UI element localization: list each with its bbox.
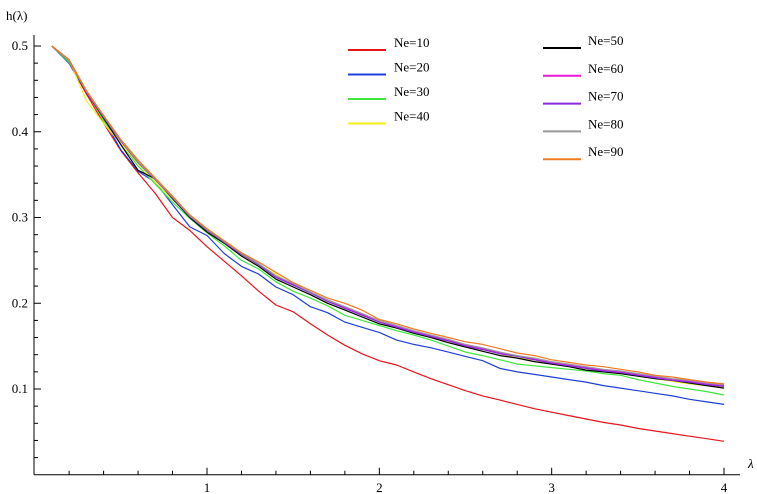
legend-label: Ne=30 [394,84,430,99]
series-line-ne-30 [51,45,725,396]
y-ticks: 0.1 0.2 0.3 0.4 0.5 [12,38,41,459]
y-tick-label: 0.5 [12,38,28,53]
legend: Ne=10 Ne=20 Ne=30 Ne=40 Ne=50 Ne=60 Ne=70 Ne=80… [348,33,624,161]
legend-label: Ne=70 [588,89,624,104]
y-axis-label: h(λ) [6,8,27,23]
series-line-ne-90 [51,45,725,385]
legend-label: Ne=50 [588,33,624,48]
x-tick-label: 3 [548,480,555,494]
series-lines [51,45,725,442]
series-line-ne-10 [51,45,725,442]
x-axis-label: λ [747,456,754,471]
legend-label: Ne=80 [588,116,624,131]
axes: 1 2 3 4 0.1 0.2 0.3 0.4 0.5 h(λ) λ [6,8,754,494]
y-tick-label: 0.1 [12,381,28,396]
y-tick-label: 0.2 [12,295,28,310]
y-tick-label: 0.4 [12,124,29,139]
legend-label: Ne=90 [588,144,624,159]
x-tick-label: 2 [376,480,383,494]
series-line-ne-70 [51,45,725,387]
legend-label: Ne=40 [394,109,430,124]
y-tick-label: 0.3 [12,210,28,225]
legend-label: Ne=60 [588,61,624,76]
legend-label: Ne=10 [394,35,430,50]
x-tick-label: 1 [204,480,211,494]
x-tick-label: 4 [721,480,728,494]
x-ticks: 1 2 3 4 [68,467,728,494]
legend-label: Ne=20 [394,60,430,75]
